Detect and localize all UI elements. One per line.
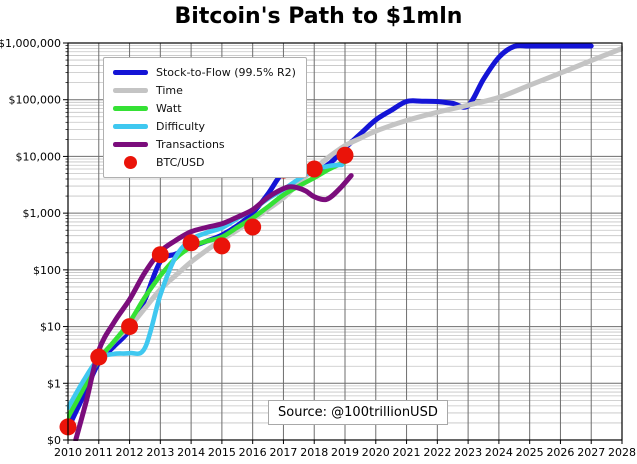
x-tick-label: 2023 bbox=[454, 446, 482, 459]
data-point-btc-usd bbox=[182, 234, 200, 252]
legend-item-watt: Watt bbox=[113, 100, 296, 117]
x-tick-label: 2018 bbox=[300, 446, 328, 459]
x-tick-label: 2016 bbox=[239, 446, 267, 459]
x-tick-label: 2014 bbox=[177, 446, 205, 459]
x-tick-label: 2013 bbox=[146, 446, 174, 459]
data-point-btc-usd bbox=[244, 218, 262, 236]
legend-item-time: Time bbox=[113, 82, 296, 99]
scatter-btc-usd bbox=[59, 146, 354, 436]
legend-label: Transactions bbox=[156, 138, 225, 151]
data-point-btc-usd bbox=[305, 160, 323, 178]
data-point-btc-usd bbox=[90, 348, 108, 366]
legend-line-swatch bbox=[113, 124, 148, 129]
x-tick-label: 2027 bbox=[577, 446, 605, 459]
legend-label: Difficulty bbox=[156, 120, 206, 133]
x-tick-label: 2024 bbox=[485, 446, 513, 459]
x-tick-label: 2028 bbox=[608, 446, 636, 459]
axis-labels: $1,000,000 $100,000 $10,000 $1,000 $100 $10 $1… bbox=[0, 37, 636, 459]
x-tick-label: 2017 bbox=[269, 446, 297, 459]
plot-border bbox=[67, 42, 623, 441]
legend-marker-swatch bbox=[113, 156, 148, 169]
legend-line-swatch bbox=[113, 106, 148, 111]
legend-dot-icon bbox=[124, 156, 137, 169]
y-tick-label: $1,000 bbox=[23, 207, 62, 220]
legend-label: Time bbox=[156, 84, 183, 97]
y-tick-label: $1 bbox=[47, 377, 61, 390]
legend-line-swatch bbox=[113, 88, 148, 93]
series-line-watt bbox=[67, 159, 348, 420]
source-box: Source: @100trillionUSD bbox=[268, 400, 448, 425]
y-tick-label: $0 bbox=[47, 434, 61, 447]
legend-line-swatch bbox=[113, 70, 148, 75]
data-point-btc-usd bbox=[151, 246, 169, 264]
legend-item-btc-usd: BTC/USD bbox=[113, 154, 296, 171]
x-tick-label: 2010 bbox=[54, 446, 82, 459]
x-tick-label: 2020 bbox=[362, 446, 390, 459]
y-tick-label: $100 bbox=[33, 264, 61, 277]
legend-line-swatch bbox=[113, 142, 148, 147]
y-tick-label: $10 bbox=[40, 321, 61, 334]
y-tick-label: $100,000 bbox=[9, 94, 62, 107]
x-tick-label: 2011 bbox=[85, 446, 113, 459]
data-point-btc-usd bbox=[336, 146, 354, 164]
data-point-btc-usd bbox=[213, 237, 231, 255]
y-tick-label: $10,000 bbox=[16, 150, 62, 163]
x-tick-label: 2012 bbox=[116, 446, 144, 459]
legend-label: BTC/USD bbox=[156, 156, 205, 169]
series-line-difficulty bbox=[67, 162, 345, 411]
legend-item-difficulty: Difficulty bbox=[113, 118, 296, 135]
legend-item-transactions: Transactions bbox=[113, 136, 296, 153]
legend-label: Watt bbox=[156, 102, 182, 115]
x-tick-label: 2025 bbox=[516, 446, 544, 459]
legend-item-stock-to-flow-99-5-r2: Stock-to-Flow (99.5% R2) bbox=[113, 64, 296, 81]
y-tick-label: $1,000,000 bbox=[0, 37, 61, 50]
series-line-time bbox=[67, 46, 623, 413]
legend-label: Stock-to-Flow (99.5% R2) bbox=[156, 66, 296, 79]
x-tick-label: 2015 bbox=[208, 446, 236, 459]
legend: Stock-to-Flow (99.5% R2) Time Watt Difficul… bbox=[103, 57, 307, 178]
x-tick-label: 2021 bbox=[393, 446, 421, 459]
data-point-btc-usd bbox=[121, 318, 139, 336]
series-line-transactions bbox=[73, 173, 354, 441]
chart-title: Bitcoin's Path to $1mln bbox=[174, 4, 463, 29]
x-tick-label: 2019 bbox=[331, 446, 359, 459]
x-tick-label: 2026 bbox=[546, 446, 574, 459]
x-tick-label: 2022 bbox=[423, 446, 451, 459]
